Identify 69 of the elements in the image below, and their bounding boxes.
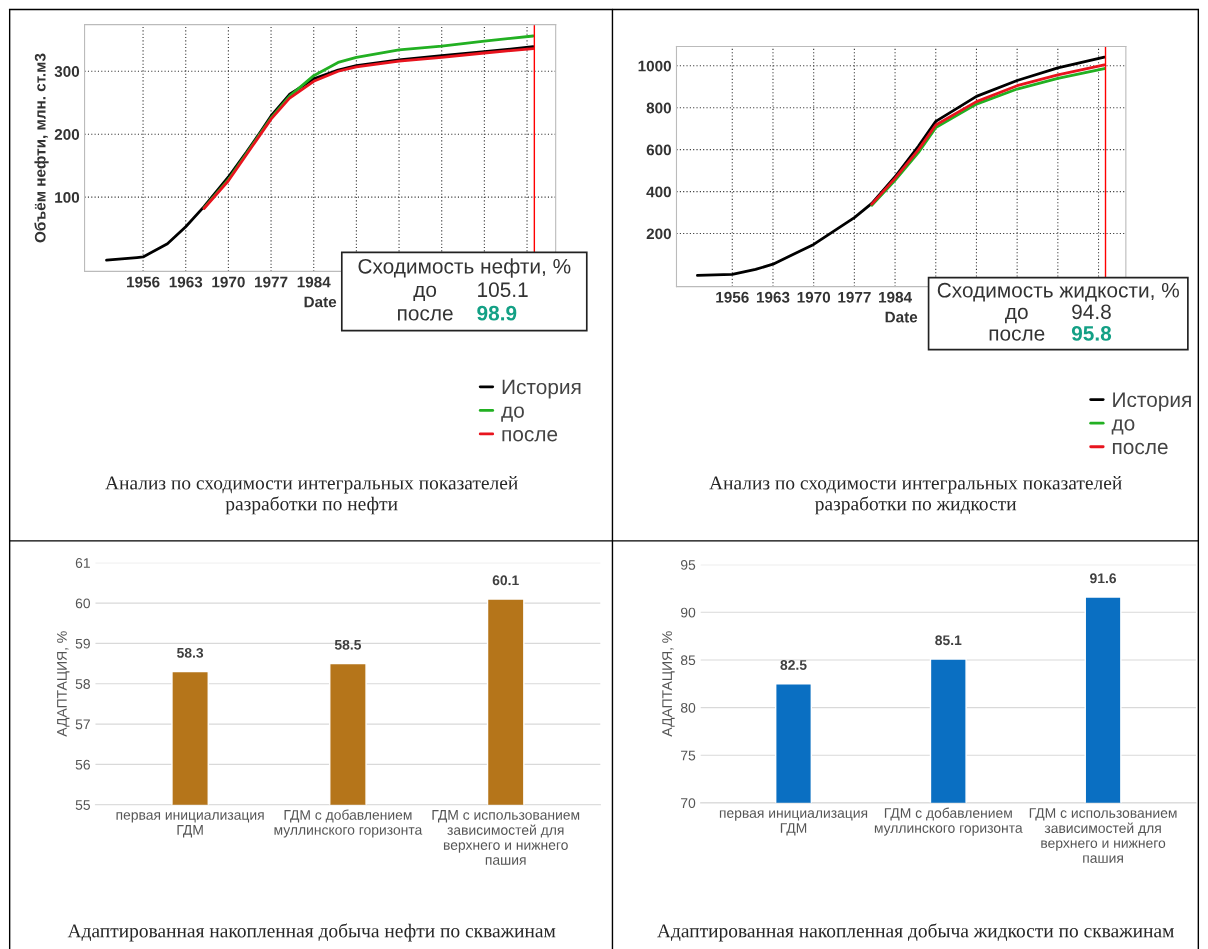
x-tick-label: ГДМ с добавлением муллинского горизонта — [274, 809, 423, 838]
x-tick-label: 1956 — [127, 276, 160, 288]
x-tick-label: 1956 — [716, 291, 749, 303]
x-tick-label: первая инициализация ГДМ — [719, 810, 868, 836]
y-tick-label: 200 — [646, 228, 671, 240]
y-tick-label: 100 — [55, 192, 80, 203]
y-tick-label: 85 — [680, 655, 696, 666]
y-tick-label: 400 — [646, 186, 671, 198]
text: Анализ по сходимости интегральных показателей разработки по жидкости — [709, 476, 1122, 515]
x-tick-label: первая инициализация ГДМ — [116, 812, 264, 838]
annotation: Сходимость нефти, % — [358, 258, 571, 278]
x-tick-label: ГДМ с использованием зависимостей для верхнего и нижнего пашия — [1029, 808, 1177, 863]
y-tick-label: 80 — [680, 702, 696, 713]
x-axis-title: Date — [885, 311, 918, 323]
legend-label: до — [1111, 419, 1135, 435]
text: после — [398, 309, 453, 321]
y-tick-label: 1000 — [638, 60, 671, 72]
x-tick-label: 1984 — [297, 276, 331, 288]
y-tick-label: 56 — [75, 759, 90, 770]
text: Адаптированная накопленная добыча нефти по скважинам — [67, 923, 556, 942]
y-tick-label: 95 — [680, 559, 696, 570]
y-tick-label: 60 — [75, 598, 91, 609]
y-tick-label: 75 — [681, 750, 696, 761]
x-tick-label: 1970 — [212, 276, 245, 288]
legend-label: после — [502, 430, 558, 442]
text: Адаптированная накопленная добыча жидкости по скважинам — [657, 923, 1174, 942]
x-tick-label: 1963 — [756, 291, 790, 303]
y-tick-label: 57 — [75, 719, 90, 730]
x-tick-label: ГДМ с добавлением муллинского горизонта — [874, 807, 1023, 836]
text: после — [989, 329, 1045, 341]
text: 94.8 — [1072, 304, 1111, 320]
x-tick-label: ГДМ с использованием зависимостей для верхнего и нижнего пашия — [432, 810, 580, 865]
data-label: 58.5 — [334, 639, 362, 650]
y-tick-label: 55 — [75, 800, 90, 810]
text: Анализ по сходимости интегральных показателей разработки по нефти — [105, 476, 518, 515]
text: 95.8 — [1071, 326, 1112, 341]
legend-label: после — [1112, 442, 1168, 455]
y-axis-title: Объём нефти, млн. ст.м3 — [34, 53, 49, 243]
legend-label: История — [502, 379, 581, 399]
y-axis-title: АДАПТАЦИЯ, % — [662, 631, 675, 737]
text: 98.9 — [477, 305, 517, 321]
data-label: 91.6 — [1090, 573, 1117, 584]
y-tick-label: 90 — [680, 607, 696, 618]
y-tick-label: 59 — [75, 638, 90, 649]
legend-label: История — [1113, 392, 1191, 412]
y-tick-label: 300 — [54, 66, 80, 77]
line-series — [696, 55, 1106, 277]
text: до — [1005, 307, 1028, 324]
y-tick-label: 200 — [54, 129, 80, 140]
y-tick-label: 70 — [681, 798, 696, 809]
y-axis-title: АДАПТАЦИЯ, % — [57, 631, 70, 737]
legend-label: до — [501, 406, 524, 422]
x-tick-label: 1977 — [838, 291, 871, 303]
data-label: 58.3 — [177, 647, 204, 658]
y-tick-label: 61 — [75, 558, 90, 568]
x-tick-label: 1984 — [879, 291, 912, 303]
text: 105.1 — [478, 282, 528, 298]
annotation: Сходимость жидкости, % — [937, 282, 1179, 302]
y-tick-label: 58 — [75, 679, 90, 689]
data-label: 85.1 — [935, 635, 962, 646]
x-tick-label: 1977 — [255, 276, 288, 288]
x-tick-label: 1963 — [169, 276, 203, 288]
text: до — [413, 285, 437, 302]
data-label: 60.1 — [492, 575, 519, 586]
x-tick-label: 1970 — [797, 291, 831, 303]
y-tick-label: 800 — [646, 102, 671, 114]
y-tick-label: 600 — [646, 144, 671, 156]
x-axis-title: Date — [304, 296, 337, 308]
data-label: 82.5 — [780, 660, 807, 670]
